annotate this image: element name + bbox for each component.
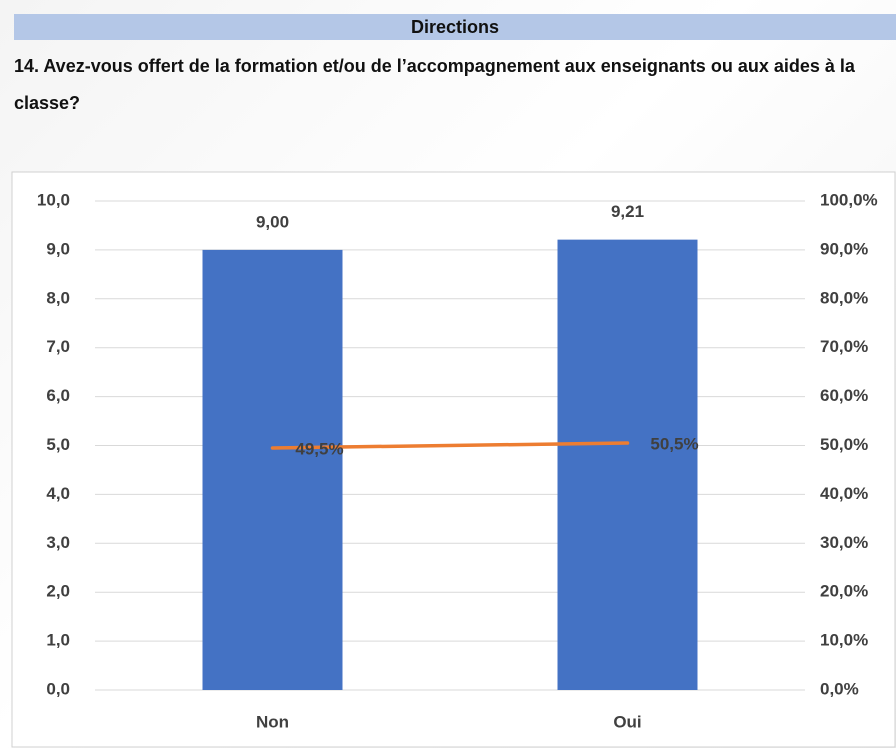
y2-tick-label: 70,0%	[820, 337, 868, 356]
y-tick-label: 1,0	[46, 631, 70, 650]
line	[270, 441, 630, 450]
x-tick-label: Oui	[613, 712, 641, 731]
y2-tick-label: 10,0%	[820, 631, 868, 650]
chart-area	[11, 171, 896, 748]
x-tick-label: Non	[256, 712, 289, 731]
data-label: 9,00	[256, 212, 289, 231]
y2-tick-label: 50,0%	[820, 435, 868, 454]
y-tick-label: 9,0	[46, 239, 70, 258]
bar	[202, 249, 343, 690]
y2-tick-label: 100,0%	[820, 190, 878, 209]
y-tick-label: 10,0	[37, 190, 70, 209]
y-tick-label: 2,0	[46, 582, 70, 601]
y-tick-label: 3,0	[46, 533, 70, 552]
y2-tick-label: 30,0%	[820, 533, 868, 552]
data-label: 9,21	[611, 202, 644, 221]
y2-tick-label: 90,0%	[820, 239, 868, 258]
y2-tick-label: 80,0%	[820, 288, 868, 307]
header: Directions	[14, 14, 896, 40]
bar	[557, 239, 698, 691]
y-tick-label: 5,0	[46, 435, 70, 454]
y-tick-label: 0,0	[46, 679, 70, 698]
chart-title: 14. Avez-vous offert de la formation et/…	[14, 56, 855, 113]
y2-tick-label: 0,0%	[820, 679, 859, 698]
y-tick-label: 8,0	[46, 288, 70, 307]
y-tick-label: 6,0	[46, 386, 70, 405]
y2-tick-label: 20,0%	[820, 582, 868, 601]
y-tick-label: 4,0	[46, 484, 70, 503]
y2-tick-label: 40,0%	[820, 484, 868, 503]
y2-tick-label: 60,0%	[820, 386, 868, 405]
y-tick-label: 7,0	[46, 337, 70, 356]
data-label: 50,5%	[650, 435, 698, 454]
data-label: 49,5%	[295, 439, 343, 458]
